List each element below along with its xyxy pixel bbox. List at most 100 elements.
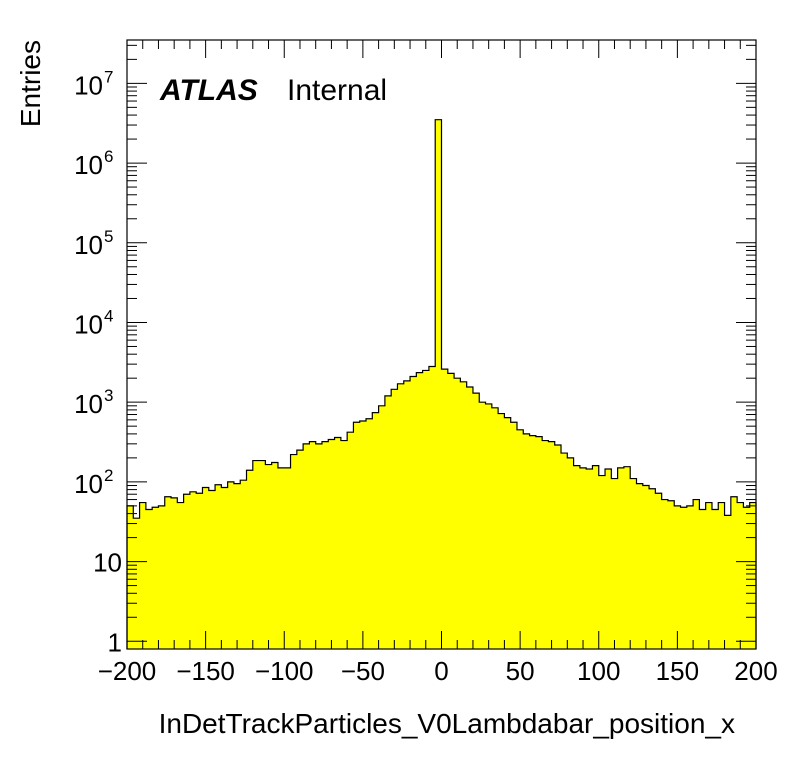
histogram-bin [284, 467, 291, 649]
histogram-bin [655, 493, 663, 649]
atlas-label: ATLAS [159, 74, 258, 107]
histogram-bin [623, 466, 631, 649]
histogram-bin [139, 502, 147, 649]
histogram-bin [240, 480, 247, 649]
histogram-bin [554, 445, 562, 649]
histogram-bin [680, 507, 688, 649]
histogram-bin [428, 366, 436, 649]
histogram-bin [636, 483, 644, 649]
y-tick-base: 10 [74, 309, 103, 339]
histogram-bin [271, 462, 279, 649]
histogram-bin [573, 465, 581, 649]
histogram-bin [743, 507, 751, 649]
y-tick-base: 10 [74, 150, 103, 180]
histogram-bin [649, 488, 656, 649]
histogram-bin [617, 467, 625, 649]
histogram-bin [661, 499, 669, 649]
histogram-bin [290, 454, 298, 649]
histogram-bin [309, 441, 317, 649]
histogram-bin [667, 500, 675, 649]
histogram-bin [749, 502, 757, 649]
histogram-bin [504, 417, 512, 649]
histogram-bin [498, 413, 505, 649]
x-tick-label: 200 [734, 656, 777, 686]
histogram-bin [315, 443, 323, 649]
histogram-bin [202, 487, 210, 649]
histogram-bin [686, 505, 694, 649]
x-tick-label: −150 [176, 656, 235, 686]
histogram-bin [548, 441, 556, 649]
y-tick-label: 10 6 [74, 147, 113, 180]
histogram-bin [259, 460, 266, 649]
axis-ticks [126, 40, 757, 649]
y-tick-exponent: 5 [104, 227, 113, 246]
histogram-bin [605, 469, 612, 649]
histogram-bin [208, 490, 216, 649]
histogram-bin [265, 464, 273, 649]
histogram-bin [472, 393, 480, 649]
histogram-bin [321, 441, 329, 649]
x-tick-label: 50 [506, 656, 535, 686]
histogram-bin [183, 494, 191, 649]
histogram-bin [642, 485, 650, 649]
histogram-bin [340, 440, 348, 649]
histogram-bin [378, 405, 386, 649]
histogram-bin [579, 467, 587, 649]
histogram-bin [384, 395, 392, 649]
histogram-bin [164, 496, 172, 649]
histogram-bin [145, 509, 153, 649]
histogram-bin [561, 453, 568, 649]
histogram-bin [598, 475, 606, 649]
histogram-bin [479, 402, 486, 649]
histogram-bin [233, 483, 241, 649]
histogram-bin [347, 432, 354, 649]
histogram-bin [718, 502, 725, 649]
histogram-bin [227, 481, 235, 649]
y-tick-exponent: 4 [104, 306, 113, 325]
histogram-bin [171, 497, 178, 649]
histogram-bin [724, 515, 732, 649]
histogram-bin [152, 507, 159, 649]
histogram-bin [491, 407, 499, 649]
histogram-bin [328, 439, 335, 649]
internal-label: Internal [287, 74, 387, 107]
histogram-bin [441, 369, 449, 649]
y-tick-label: 10 3 [74, 386, 113, 419]
histogram-bin [133, 518, 140, 649]
histogram-bin [435, 119, 442, 649]
histogram-bin [535, 436, 543, 649]
histogram-bin [730, 496, 738, 649]
x-tick-label: −100 [255, 656, 314, 686]
histogram-bars [126, 119, 757, 649]
histogram-bin [246, 470, 254, 649]
histogram-bin [447, 373, 455, 649]
histogram-bin [542, 440, 549, 649]
y-tick-label: 10 5 [74, 227, 113, 260]
histogram-bin [189, 491, 197, 649]
histogram-bin [215, 484, 222, 649]
y-tick-label: 10 [93, 548, 122, 578]
x-tick-label: −50 [341, 656, 385, 686]
x-axis-title: InDetTrackParticles_V0Lambdabar_position… [159, 708, 735, 739]
y-tick-label: 10 4 [74, 306, 113, 339]
y-tick-base: 10 [74, 389, 103, 419]
y-tick-base: 10 [93, 548, 122, 578]
histogram-bin [510, 422, 518, 649]
y-tick-label: 1 [108, 627, 122, 657]
y-tick-base: 10 [74, 469, 103, 499]
histogram-bin [586, 469, 593, 649]
histogram-bin [699, 509, 707, 649]
histogram-bin [466, 387, 474, 649]
histogram-bin [693, 499, 700, 649]
histogram-bin [630, 478, 637, 649]
histogram-bin [485, 403, 493, 649]
y-tick-exponent: 6 [104, 147, 113, 166]
histogram-bin [592, 465, 600, 649]
histogram-bin [127, 505, 134, 649]
x-tick-label: −200 [98, 656, 157, 686]
y-tick-base: 10 [74, 70, 103, 100]
histogram-bin [334, 437, 342, 649]
histogram-bin [454, 378, 461, 649]
